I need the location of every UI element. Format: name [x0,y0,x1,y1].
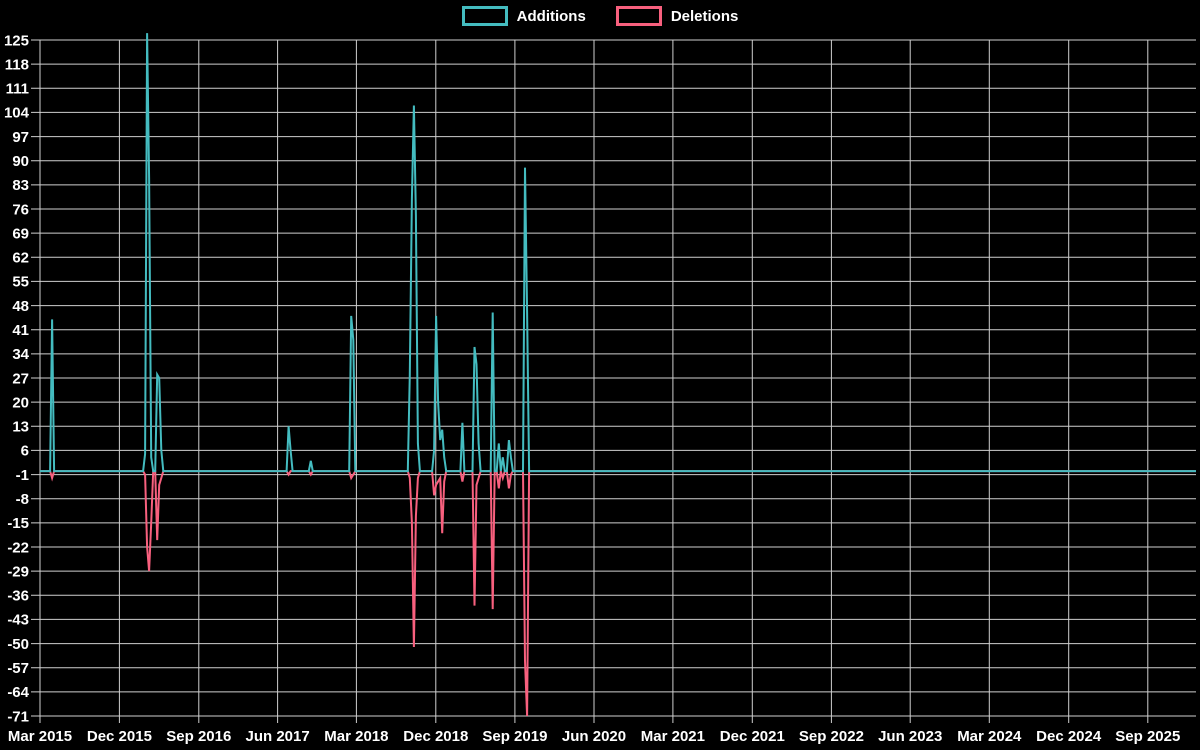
y-tick-label: 104 [4,105,30,122]
legend-item-deletions[interactable]: Deletions [615,6,739,26]
y-tick-label: 90 [12,153,29,170]
y-tick-label: -22 [7,539,29,556]
y-tick-label: 34 [12,346,29,363]
x-tick-label: Dec 2024 [1036,728,1102,745]
y-tick-label: 111 [6,81,29,98]
legend-label-deletions: Deletions [670,7,739,25]
x-axis-labels: Mar 2015 Dec 2015 Sep 2016 Jun 2017 Mar 2018… [8,728,1180,745]
y-tick-label: 62 [12,250,29,267]
y-tick-label: -1 [16,467,29,484]
y-tick-label: 125 [4,32,29,49]
legend-label-additions: Additions [516,7,586,25]
deletions-line [40,470,1196,717]
deletions-swatch-icon [615,6,662,26]
y-tick-label: -29 [7,563,29,580]
y-tick-label: -36 [7,588,29,605]
y-tick-label: -8 [16,491,29,508]
y-tick-label: 20 [12,394,29,411]
x-tick-label: Sep 2025 [1115,728,1180,745]
x-tick-label: Sep 2016 [166,728,231,745]
x-tick-label: Dec 2018 [403,728,468,745]
y-tick-label: 97 [12,129,29,146]
additions-line [40,33,1196,473]
y-tick-label: 55 [12,274,29,291]
y-tick-label: 69 [12,225,29,242]
y-tick-label: 118 [5,56,29,73]
y-tick-label: -57 [7,660,29,677]
x-tick-label: Mar 2018 [324,728,388,745]
y-axis-labels: 125 118 111 104 97 90 83 76 69 62 55 48 41 34 27 20 13 6 -… [4,32,30,725]
x-tick-label: Dec 2021 [720,728,785,745]
x-tick-label: Sep 2019 [482,728,547,745]
y-tick-label: -43 [7,612,29,629]
y-tick-label: 76 [12,201,29,218]
x-tick-label: Jun 2017 [245,728,309,745]
legend-item-additions[interactable]: Additions [461,6,586,26]
y-tick-label: 83 [12,177,29,194]
y-tick-label: -64 [7,684,29,701]
y-tick-label: 41 [12,322,29,339]
x-tick-label: Sep 2022 [799,728,864,745]
y-tick-label: -15 [7,515,29,532]
x-tick-label: Mar 2015 [8,728,72,745]
x-tick-label: Mar 2024 [957,728,1022,745]
x-tick-label: Jun 2023 [878,728,942,745]
y-tick-label: -71 [7,708,29,725]
y-tick-label: 27 [12,370,29,387]
y-tick-label: -50 [7,636,29,653]
y-tick-label: 13 [12,419,29,436]
x-tick-label: Jun 2020 [562,728,626,745]
y-tick-label: 6 [21,443,29,460]
y-tick-label: 48 [12,298,29,315]
gridlines [31,39,1196,723]
chart-legend: Additions Deletions [0,6,1200,26]
x-tick-label: Dec 2015 [87,728,152,745]
x-tick-label: Mar 2021 [641,728,705,745]
additions-swatch-icon [461,6,508,26]
